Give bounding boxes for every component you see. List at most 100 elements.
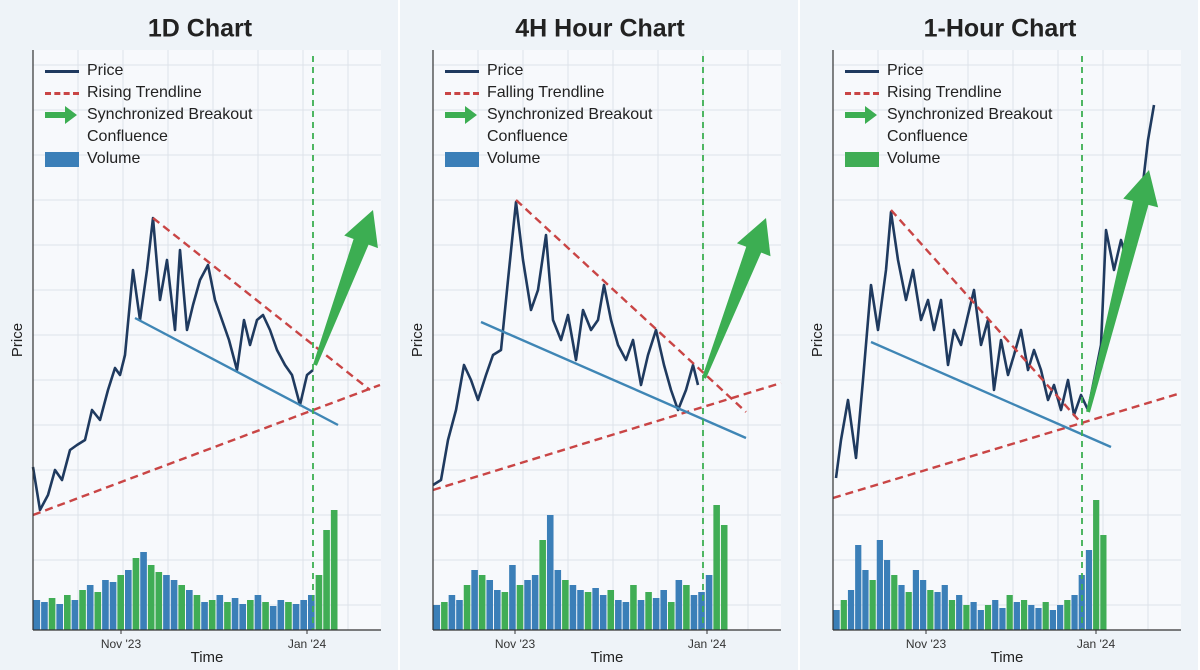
trendline xyxy=(32,383,381,517)
volume-bar xyxy=(1042,602,1049,630)
legend-item: Rising Trendline xyxy=(845,82,1065,104)
volume-bar xyxy=(667,602,675,630)
volume-bar xyxy=(456,600,463,630)
legend-label: Price xyxy=(887,62,924,79)
x-tick-label: Jan '24 xyxy=(688,637,727,651)
volume-bar xyxy=(660,590,667,630)
volume-bar xyxy=(927,590,934,630)
legend-swatch xyxy=(45,60,79,82)
legend-label: Price xyxy=(87,62,124,79)
legend-item: Volume xyxy=(45,148,265,170)
volume-bar xyxy=(905,592,912,630)
volume-bar xyxy=(330,510,338,630)
volume-bar xyxy=(999,608,1006,630)
chart-title: 1D Chart xyxy=(148,15,253,43)
volume-bar xyxy=(607,590,615,630)
volume-bar xyxy=(569,585,577,630)
volume-bar xyxy=(645,592,652,630)
volume-bar xyxy=(201,602,208,630)
volume-bar xyxy=(516,585,524,630)
legend-swatch xyxy=(845,148,879,170)
volume-bar xyxy=(269,606,277,630)
trendline xyxy=(890,209,1084,426)
volume-bar xyxy=(1071,595,1078,630)
volume-bar xyxy=(125,570,132,630)
volume-bar xyxy=(262,602,269,630)
volume-bar xyxy=(1064,600,1071,630)
y-axis-label: Price xyxy=(409,323,426,357)
volume-bar xyxy=(1100,535,1107,630)
trendline xyxy=(480,320,747,440)
x-axis-label: Time xyxy=(591,649,624,666)
volume-bar xyxy=(934,592,941,630)
price-line xyxy=(834,104,1156,479)
volume-bar xyxy=(1035,608,1042,630)
legend-swatch xyxy=(445,60,479,82)
legend-item: Synchronized Breakout Confluence xyxy=(45,104,265,148)
legend-swatch xyxy=(845,104,879,126)
volume-bar xyxy=(1057,605,1064,630)
legend-item: Price xyxy=(45,60,265,82)
volume-bar xyxy=(1078,575,1085,630)
x-tick-label: Jan '24 xyxy=(288,637,327,651)
volume-bar xyxy=(920,580,927,630)
volume-bar xyxy=(509,565,516,630)
legend-label: Rising Trendline xyxy=(887,84,1002,101)
price-line xyxy=(31,216,314,512)
volume-bar xyxy=(71,600,79,630)
volume-bar xyxy=(705,575,713,630)
volume-bar xyxy=(690,595,698,630)
trendline xyxy=(432,381,782,492)
legend-label: Falling Trendline xyxy=(487,84,605,101)
volume-bar xyxy=(94,592,102,630)
volume-bar xyxy=(147,565,155,630)
volume-bar xyxy=(1085,550,1093,630)
volume-bar xyxy=(847,590,855,630)
volume-bar xyxy=(577,590,584,630)
volume-bar xyxy=(970,602,977,630)
volume-bar xyxy=(956,595,963,630)
volume-bar xyxy=(140,552,147,630)
volume-bar xyxy=(117,575,124,630)
volume-bar xyxy=(584,592,592,630)
volume-bar xyxy=(524,580,531,630)
volume-bar xyxy=(170,580,178,630)
volume-bar xyxy=(300,600,307,630)
volume-bar xyxy=(615,600,622,630)
volume-bar xyxy=(554,570,562,630)
volume-bar xyxy=(840,600,847,630)
volume-bar xyxy=(539,540,546,630)
volume-bar xyxy=(471,570,478,630)
legend-swatch xyxy=(445,82,479,104)
legend-label: Synchronized Breakout Confluence xyxy=(87,106,253,145)
legend: Price Rising Trendline Synchronized Breako… xyxy=(845,60,1065,170)
y-axis-label: Price xyxy=(809,323,826,357)
volume-bar xyxy=(323,530,330,630)
volume-bar xyxy=(963,605,970,630)
legend-item: Volume xyxy=(845,148,1065,170)
trendline xyxy=(152,217,371,391)
volume-bar xyxy=(1028,605,1035,630)
volume-bar xyxy=(79,590,86,630)
volume-bar xyxy=(941,585,948,630)
legend-item: Synchronized Breakout Confluence xyxy=(845,104,1065,148)
volume-bar xyxy=(231,598,239,630)
trendline xyxy=(134,316,339,427)
breakout-arrow xyxy=(702,218,771,379)
price-line xyxy=(432,200,700,487)
trendline xyxy=(515,199,747,413)
volume-bar xyxy=(86,585,94,630)
x-tick-label: Nov '23 xyxy=(906,637,947,651)
volume-bar xyxy=(833,610,840,630)
volume-bar xyxy=(494,590,501,630)
volume-bar xyxy=(308,595,315,630)
legend: Price Rising Trendline Synchronized Breako… xyxy=(45,60,265,170)
legend-item: Falling Trendline xyxy=(445,82,665,104)
volume-bar xyxy=(178,585,185,630)
volume-bar xyxy=(698,592,705,630)
legend-item: Rising Trendline xyxy=(45,82,265,104)
volume-bar xyxy=(193,595,201,630)
legend-swatch xyxy=(845,82,879,104)
